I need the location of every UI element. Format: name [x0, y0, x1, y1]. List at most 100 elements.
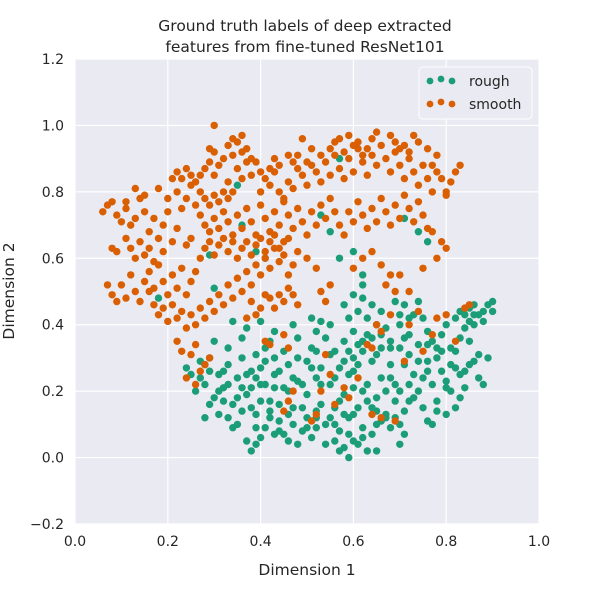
- data-point-rough: [359, 271, 367, 279]
- data-point-rough: [182, 364, 191, 372]
- data-point-rough: [312, 327, 320, 336]
- data-point-rough: [321, 440, 330, 448]
- plot-area: [75, 59, 539, 524]
- data-point-smooth: [256, 234, 265, 243]
- series-smooth: [99, 121, 474, 425]
- data-point-rough: [405, 380, 413, 389]
- data-point-smooth: [382, 281, 390, 289]
- legend-item-smooth: smooth: [426, 97, 521, 113]
- data-point-smooth: [229, 238, 237, 246]
- data-point-rough: [363, 397, 371, 405]
- data-point-rough: [266, 397, 274, 405]
- data-point-rough: [405, 331, 413, 339]
- data-point-smooth: [168, 174, 177, 183]
- data-point-rough: [363, 447, 371, 455]
- data-point-rough: [261, 424, 269, 432]
- data-point-smooth: [145, 228, 153, 236]
- data-point-smooth: [127, 221, 135, 229]
- data-point-smooth: [368, 204, 376, 213]
- data-point-rough: [470, 311, 478, 319]
- data-point-smooth: [266, 181, 274, 189]
- data-point-smooth: [270, 304, 279, 312]
- data-point-smooth: [368, 135, 376, 143]
- data-point-rough: [224, 360, 232, 369]
- data-point-rough: [238, 334, 246, 342]
- data-point-smooth: [191, 178, 200, 186]
- data-point-smooth: [284, 344, 293, 352]
- tick-labels: 0.0 0.2 0.4 0.6 0.8 1.0−0.20.00.20.40.60.81.0…: [30, 52, 550, 550]
- data-point-smooth: [219, 188, 228, 196]
- data-point-smooth: [307, 208, 316, 216]
- data-point-rough: [326, 414, 334, 422]
- data-point-smooth: [294, 247, 302, 256]
- data-point-smooth: [428, 331, 436, 339]
- data-point-smooth: [178, 174, 186, 183]
- data-point-smooth: [270, 154, 279, 163]
- data-point-rough: [196, 374, 204, 382]
- data-point-smooth: [256, 168, 265, 176]
- data-point-smooth: [154, 311, 163, 319]
- data-point-smooth: [173, 284, 181, 292]
- data-point-smooth: [410, 168, 418, 176]
- data-point-smooth: [229, 135, 237, 143]
- data-point-rough: [270, 384, 279, 392]
- data-point-smooth: [173, 224, 181, 233]
- legend-marker-rough: [426, 77, 434, 85]
- data-point-smooth: [275, 291, 283, 299]
- data-point-rough: [461, 324, 469, 332]
- data-point-rough: [326, 321, 334, 329]
- data-point-rough: [368, 301, 376, 309]
- data-point-rough: [270, 327, 279, 336]
- data-point-rough: [419, 314, 427, 322]
- data-point-rough: [475, 350, 483, 359]
- data-point-smooth: [229, 294, 237, 302]
- data-point-smooth: [312, 168, 320, 176]
- data-point-smooth: [414, 307, 423, 316]
- chart-title-line-1: Ground truth labels of deep extracted: [158, 17, 451, 35]
- data-point-smooth: [159, 247, 167, 256]
- data-point-smooth: [386, 131, 395, 140]
- data-point-smooth: [131, 214, 139, 223]
- data-point-rough: [294, 334, 302, 342]
- data-point-smooth: [294, 204, 302, 213]
- x-tick-label: 1.0: [528, 534, 550, 550]
- data-point-rough: [433, 354, 441, 362]
- data-point-smooth: [359, 158, 367, 166]
- data-point-rough: [414, 340, 423, 349]
- data-point-rough: [243, 324, 251, 332]
- data-point-rough: [210, 394, 218, 402]
- data-point-smooth: [266, 238, 274, 246]
- data-point-rough: [215, 410, 223, 419]
- data-point-smooth: [201, 164, 209, 173]
- data-point-smooth: [331, 151, 339, 159]
- data-point-rough: [317, 400, 325, 409]
- data-point-rough: [354, 360, 362, 369]
- data-point-rough: [349, 247, 358, 256]
- data-point-smooth: [182, 374, 191, 382]
- data-point-rough: [238, 354, 246, 362]
- data-point-smooth: [127, 271, 135, 279]
- data-point-smooth: [196, 188, 204, 196]
- data-point-smooth: [368, 247, 376, 256]
- data-point-smooth: [136, 297, 144, 306]
- data-point-smooth: [178, 307, 186, 316]
- data-point-smooth: [247, 297, 255, 306]
- data-point-smooth: [284, 397, 293, 405]
- data-point-rough: [317, 317, 325, 326]
- data-point-smooth: [437, 174, 446, 183]
- data-point-smooth: [359, 254, 367, 262]
- data-point-smooth: [164, 291, 172, 299]
- data-point-rough: [335, 427, 344, 435]
- data-point-rough: [294, 440, 302, 448]
- data-point-smooth: [400, 191, 409, 199]
- data-point-rough: [210, 284, 218, 292]
- data-point-smooth: [122, 198, 130, 206]
- data-point-smooth: [168, 301, 177, 309]
- data-point-rough: [377, 307, 385, 316]
- legend-item-rough: rough: [426, 74, 510, 90]
- chart-title: Ground truth labels of deep extracted fe…: [158, 17, 451, 56]
- data-point-smooth: [196, 304, 204, 312]
- data-point-smooth: [400, 174, 409, 183]
- data-point-smooth: [280, 251, 288, 259]
- data-point-rough: [391, 297, 399, 306]
